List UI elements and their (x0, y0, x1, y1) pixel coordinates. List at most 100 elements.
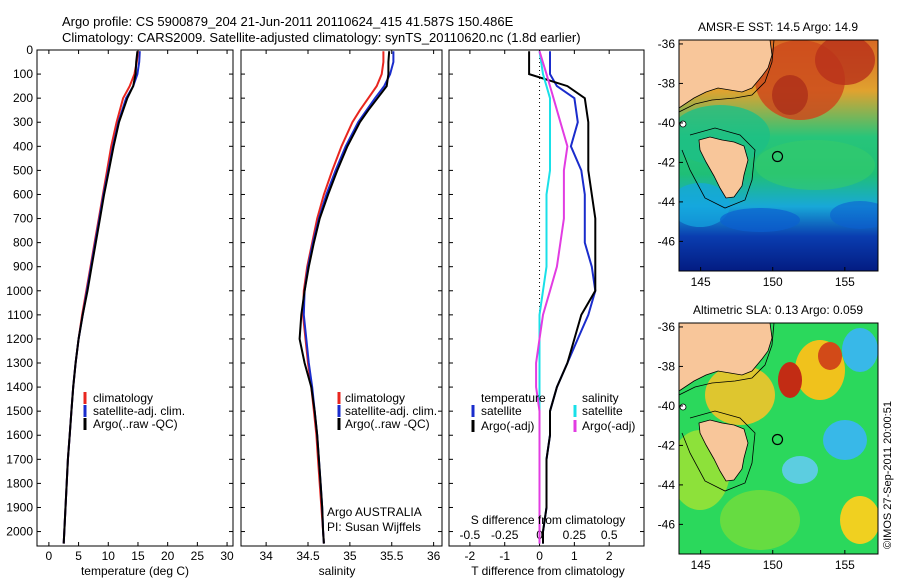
legend-label-argo: Argo(..raw -QC) (345, 417, 430, 431)
legend-label-sal-satellite: satellite (582, 404, 623, 418)
pi-label: PI: Susan Wijffels (327, 520, 421, 534)
legend-label-sal-argo: Argo(-adj) (582, 419, 635, 433)
map-x-tick-label: 150 (763, 275, 783, 289)
sst-map-title: AMSR-E SST: 14.5 Argo: 14.9 (698, 20, 858, 34)
x-tick-label: -2 (465, 549, 476, 563)
legend-heading-salinity: salinity (582, 391, 619, 405)
depth-tick-label: 600 (13, 187, 33, 201)
legend-label-climatology: climatology (93, 391, 153, 405)
depth-tick-label: 900 (13, 260, 33, 274)
depth-tick-label: 1400 (6, 380, 33, 394)
map-y-tick-label: -36 (658, 320, 676, 334)
x-tick-label: 30 (220, 549, 234, 563)
difference-line (528, 51, 597, 544)
x-tick-label: 34.5 (296, 549, 320, 563)
legend-label-argo: Argo(..raw -QC) (93, 417, 178, 431)
map-y-tick-label: -44 (658, 478, 676, 492)
x-tick-label: 35.5 (380, 549, 404, 563)
sst-map-frame (678, 39, 879, 272)
map-x-tick-label: 155 (835, 558, 855, 572)
map-y-tick-label: -38 (658, 359, 676, 373)
salinity-depth-ticks (241, 49, 442, 533)
copyright-credit: ©IMOS 27-Sep-2011 20:00:51 (882, 401, 894, 549)
s-difference-label: S difference from climatology (471, 513, 626, 527)
depth-tick-label: 1500 (6, 404, 33, 418)
difference-x-axis: -2 -1 0 1 2 (465, 50, 613, 563)
x-tick-label: 25 (191, 549, 205, 563)
float-position-marker (771, 433, 784, 446)
legend-label-climatology: climatology (345, 391, 405, 405)
x-tick-label: 0 (46, 549, 53, 563)
temperature-legend: climatology satellite-adj. clim. Argo(..… (83, 391, 185, 431)
mainland-land (679, 323, 773, 392)
map-y-tick-label: -40 (658, 116, 676, 130)
depth-tick-label: 500 (13, 163, 33, 177)
x-tick-label: 10 (102, 549, 116, 563)
temperature-axes (36, 49, 234, 547)
salinity-legend: climatology satellite-adj. clim. Argo(..… (337, 391, 437, 431)
tasmania-land (698, 136, 749, 199)
tasmania-land (698, 419, 749, 482)
header-line-2: Climatology: CARS2009. Satellite-adjuste… (62, 30, 581, 45)
difference-line (535, 50, 569, 544)
depth-tick-label: 0 (26, 43, 33, 57)
depth-tick-label: 1700 (6, 452, 33, 466)
x-tick-label: 2 (606, 549, 613, 563)
map-y-tick-label: -40 (658, 399, 676, 413)
depth-tick-label: 300 (13, 115, 33, 129)
depth-tick-label: 200 (13, 91, 33, 105)
x-tick-label: 34 (259, 549, 273, 563)
sst-map: AMSR-E SST: 14.5 Argo: 14.9 145 150 155 -36… (658, 20, 879, 289)
x2-tick-label: -0.5 (460, 528, 481, 542)
map-y-tick-label: -46 (658, 234, 676, 248)
map-y-tick-label: -42 (658, 155, 676, 169)
x-tick-label: 15 (131, 549, 145, 563)
difference-panel: -2 -1 0 1 2 -0.5 -0.25 0 0.25 0.5 temperature sa… (448, 49, 645, 578)
sla-map-title: Altimetric SLA: 0.13 Argo: 0.059 (693, 303, 863, 317)
salinity-x-label: salinity (319, 564, 356, 578)
shelf-contour (679, 40, 775, 209)
sla-map-frame (678, 322, 879, 555)
map-x-tick-label: 150 (763, 558, 783, 572)
map-y-tick-label: -38 (658, 76, 676, 90)
map-y-tick-label: -36 (658, 37, 676, 51)
sst-map-ticks: 145 150 155 -36 -38 -40 -42 -44 -46 (658, 37, 856, 289)
sla-map: Altimetric SLA: 0.13 Argo: 0.059 145 150 1… (658, 303, 879, 572)
depth-tick-label: 1000 (6, 284, 33, 298)
depth-tick-label: 1100 (7, 308, 33, 322)
series-line (62, 51, 139, 544)
header-line-1: Argo profile: CS 5900879_204 21-Jun-2011… (62, 14, 514, 29)
map-x-tick-label: 145 (691, 275, 711, 289)
map-y-tick-label: -44 (658, 195, 676, 209)
map-x-tick-label: 155 (835, 275, 855, 289)
legend-heading-temperature: temperature (481, 391, 546, 405)
difference-legend: temperature salinity satellite Argo(-adj… (471, 391, 635, 433)
x2-tick-label: -0.25 (491, 528, 519, 542)
series-line (298, 51, 391, 544)
difference-depth-ticks (449, 49, 644, 533)
sla-map-ticks: 145 150 155 -36 -38 -40 -42 -44 -46 (658, 320, 856, 572)
map-x-tick-label: 145 (691, 558, 711, 572)
map-y-tick-label: -42 (658, 438, 676, 452)
legend-label-satellite: satellite-adj. clim. (345, 404, 437, 418)
x-tick-label: 35 (343, 549, 357, 563)
depth-tick-label: 700 (13, 212, 33, 226)
depth-axis: 0 100 200 300 400 500 600 700 800 900 1000 1100 1200… (6, 43, 233, 539)
salinity-axes (240, 49, 443, 547)
depth-tick-label: 1200 (6, 332, 33, 346)
depth-tick-label: 400 (13, 139, 33, 153)
x-tick-label: 1 (571, 549, 578, 563)
mainland-land (679, 40, 773, 109)
legend-label-temp-argo: Argo(-adj) (481, 419, 534, 433)
temperature-x-axis: 0 5 10 15 20 25 30 (46, 50, 234, 563)
x2-tick-label: 0.25 (563, 528, 587, 542)
salinity-panel: 34 34.5 35 35.5 36 climatology satellite-adj… (240, 49, 443, 578)
depth-tick-label: 2000 (6, 525, 33, 539)
argo-program-label: Argo AUSTRALIA (327, 505, 422, 519)
x-tick-label: 0 (536, 549, 543, 563)
depth-tick-label: 1300 (6, 356, 33, 370)
t-difference-label: T difference from climatology (471, 564, 625, 578)
sst-field (679, 40, 878, 271)
temperature-x-label: temperature (deg C) (81, 564, 189, 578)
